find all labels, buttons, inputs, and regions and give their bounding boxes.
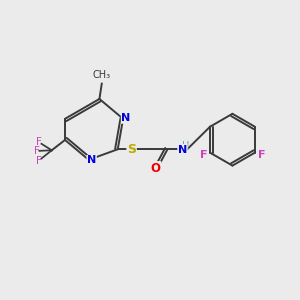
Text: F: F: [36, 137, 42, 147]
Text: S: S: [127, 143, 136, 156]
Text: CH₃: CH₃: [93, 70, 111, 80]
Text: O: O: [151, 162, 161, 175]
Text: F: F: [200, 150, 207, 160]
Text: N: N: [122, 113, 131, 123]
Text: F: F: [34, 146, 39, 156]
Text: N: N: [178, 145, 187, 154]
Text: F: F: [258, 150, 265, 160]
Text: F: F: [36, 156, 42, 166]
Text: N: N: [87, 155, 96, 165]
Text: H: H: [182, 141, 189, 151]
